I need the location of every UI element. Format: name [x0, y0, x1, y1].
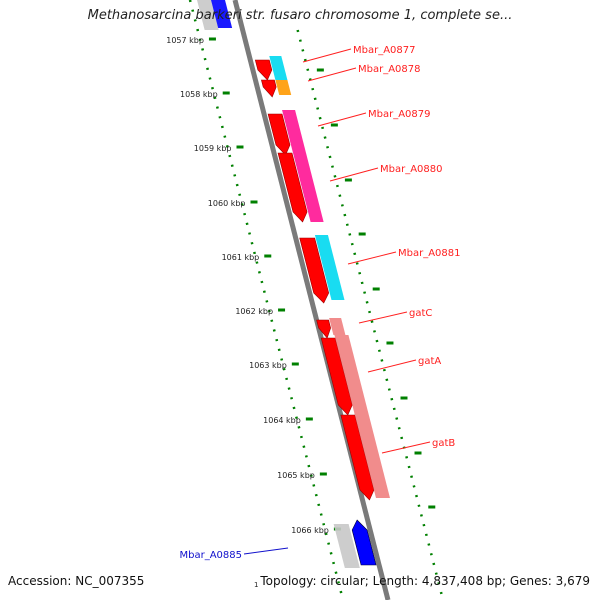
- kbp-tick-label: 1064 kbp: [263, 416, 301, 425]
- kbp-tick-label: 1060 kbp: [208, 199, 246, 208]
- cds-gatc: [316, 319, 331, 339]
- kbp-tick-label: 1061 kbp: [222, 253, 260, 262]
- kbp-tick-label: 1058 kbp: [180, 90, 218, 99]
- cds-gata: [320, 337, 353, 416]
- cog-mbar-a0877: [269, 56, 288, 80]
- cog-gatb: [354, 415, 390, 498]
- kbp-tick-label: 1059 kbp: [194, 144, 232, 153]
- kbp-tick-label: 1063 kbp: [249, 361, 287, 370]
- cds-mbar-a0878: [261, 79, 277, 98]
- origin-tick-label: 1: [254, 581, 258, 589]
- top-grey-feature: [197, 0, 219, 30]
- kbp-tick-label: 1066 kbp: [291, 526, 329, 535]
- gene-label-leader: [243, 547, 289, 555]
- gene-label: Mbar_A0877: [353, 45, 416, 56]
- gene-label-leader: [302, 48, 352, 63]
- cog-mbar-a0880: [292, 152, 324, 222]
- gene-label: Mbar_A0880: [380, 164, 443, 175]
- cds-mbar-a0880: [277, 152, 308, 223]
- gene-label-leader: [307, 67, 357, 82]
- cog-gatc: [329, 318, 346, 335]
- gene-label: gatB: [432, 438, 455, 449]
- genome-summary: Topology: circular; Length: 4,837,408 bp…: [260, 574, 590, 588]
- gene-label: gatC: [409, 308, 432, 319]
- accession-label: Accession: NC_007355: [8, 574, 145, 588]
- cog-mbar-a0885: [333, 524, 360, 568]
- gene-label: gatA: [418, 356, 441, 367]
- gene-label: Mbar_A0885: [179, 550, 242, 561]
- gene-label: Mbar_A0879: [368, 109, 431, 120]
- cog-mbar-a0881: [314, 235, 345, 300]
- backbone-line: [232, 0, 391, 601]
- cds-mbar-a0877: [254, 59, 273, 81]
- kbp-tick-label: 1057 kbp: [166, 36, 204, 45]
- cog-mbar-a0879: [282, 110, 306, 152]
- cog-gata: [334, 335, 369, 415]
- inner-dotted-line: [296, 29, 445, 601]
- gene-label-leader: [367, 359, 417, 373]
- gene-label-leader: [381, 441, 431, 454]
- cds-mbar-a0879: [267, 113, 291, 156]
- cds-gatb: [340, 414, 375, 501]
- gene-label: Mbar_A0878: [358, 64, 421, 75]
- kbp-tick-label: 1065 kbp: [277, 471, 315, 480]
- cog-mbar-a0878: [275, 80, 292, 95]
- kbp-tick-label: 1062 kbp: [235, 307, 273, 316]
- cds-mbar-a0885: [351, 519, 377, 566]
- gene-label-leader: [317, 112, 367, 127]
- gene-label: Mbar_A0881: [398, 248, 461, 259]
- gene-label-leader: [329, 167, 379, 182]
- gene-label-leader: [347, 251, 397, 265]
- cds-mbar-a0881: [299, 237, 330, 304]
- map-title: Methanosarcina barkeri str. fusaro chrom…: [87, 8, 513, 23]
- gene-label-leader: [358, 311, 408, 324]
- top-blue-feature: [211, 0, 233, 28]
